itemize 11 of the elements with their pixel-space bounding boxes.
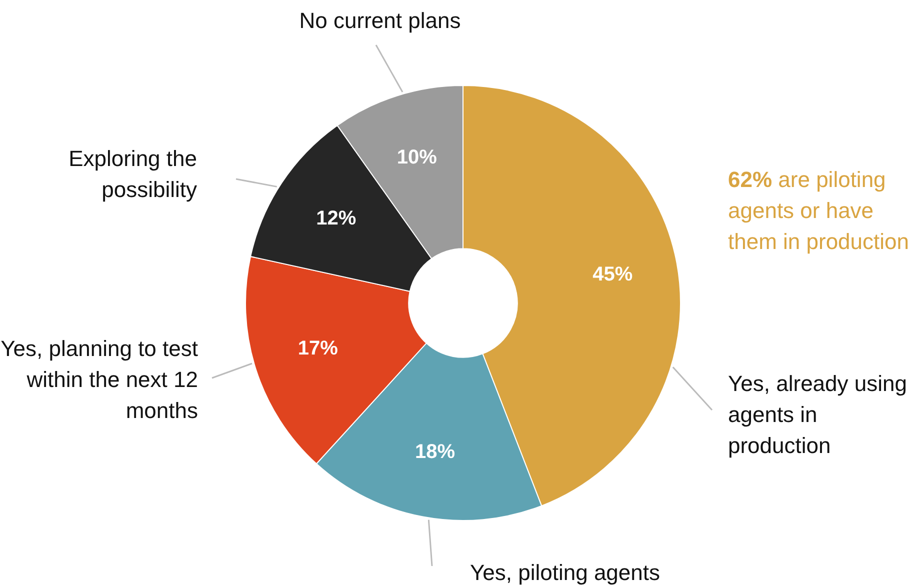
slice-label: Yes, already using agents in production [728,371,907,458]
slice-label: Yes, planning to test within the next 12 months [0,336,198,424]
data-label: 17% [298,338,338,360]
data-label: 18% [415,441,456,464]
data-label: 45% [592,264,633,286]
data-label: 12% [316,207,356,230]
slice-label: Exploring the possibility [68,146,197,202]
text: 62% are piloting agents or have them in production [728,166,910,256]
slice-label: No current plans [299,8,461,34]
slice-label: Yes, piloting agents [470,560,660,586]
data-label: 10% [396,146,438,168]
